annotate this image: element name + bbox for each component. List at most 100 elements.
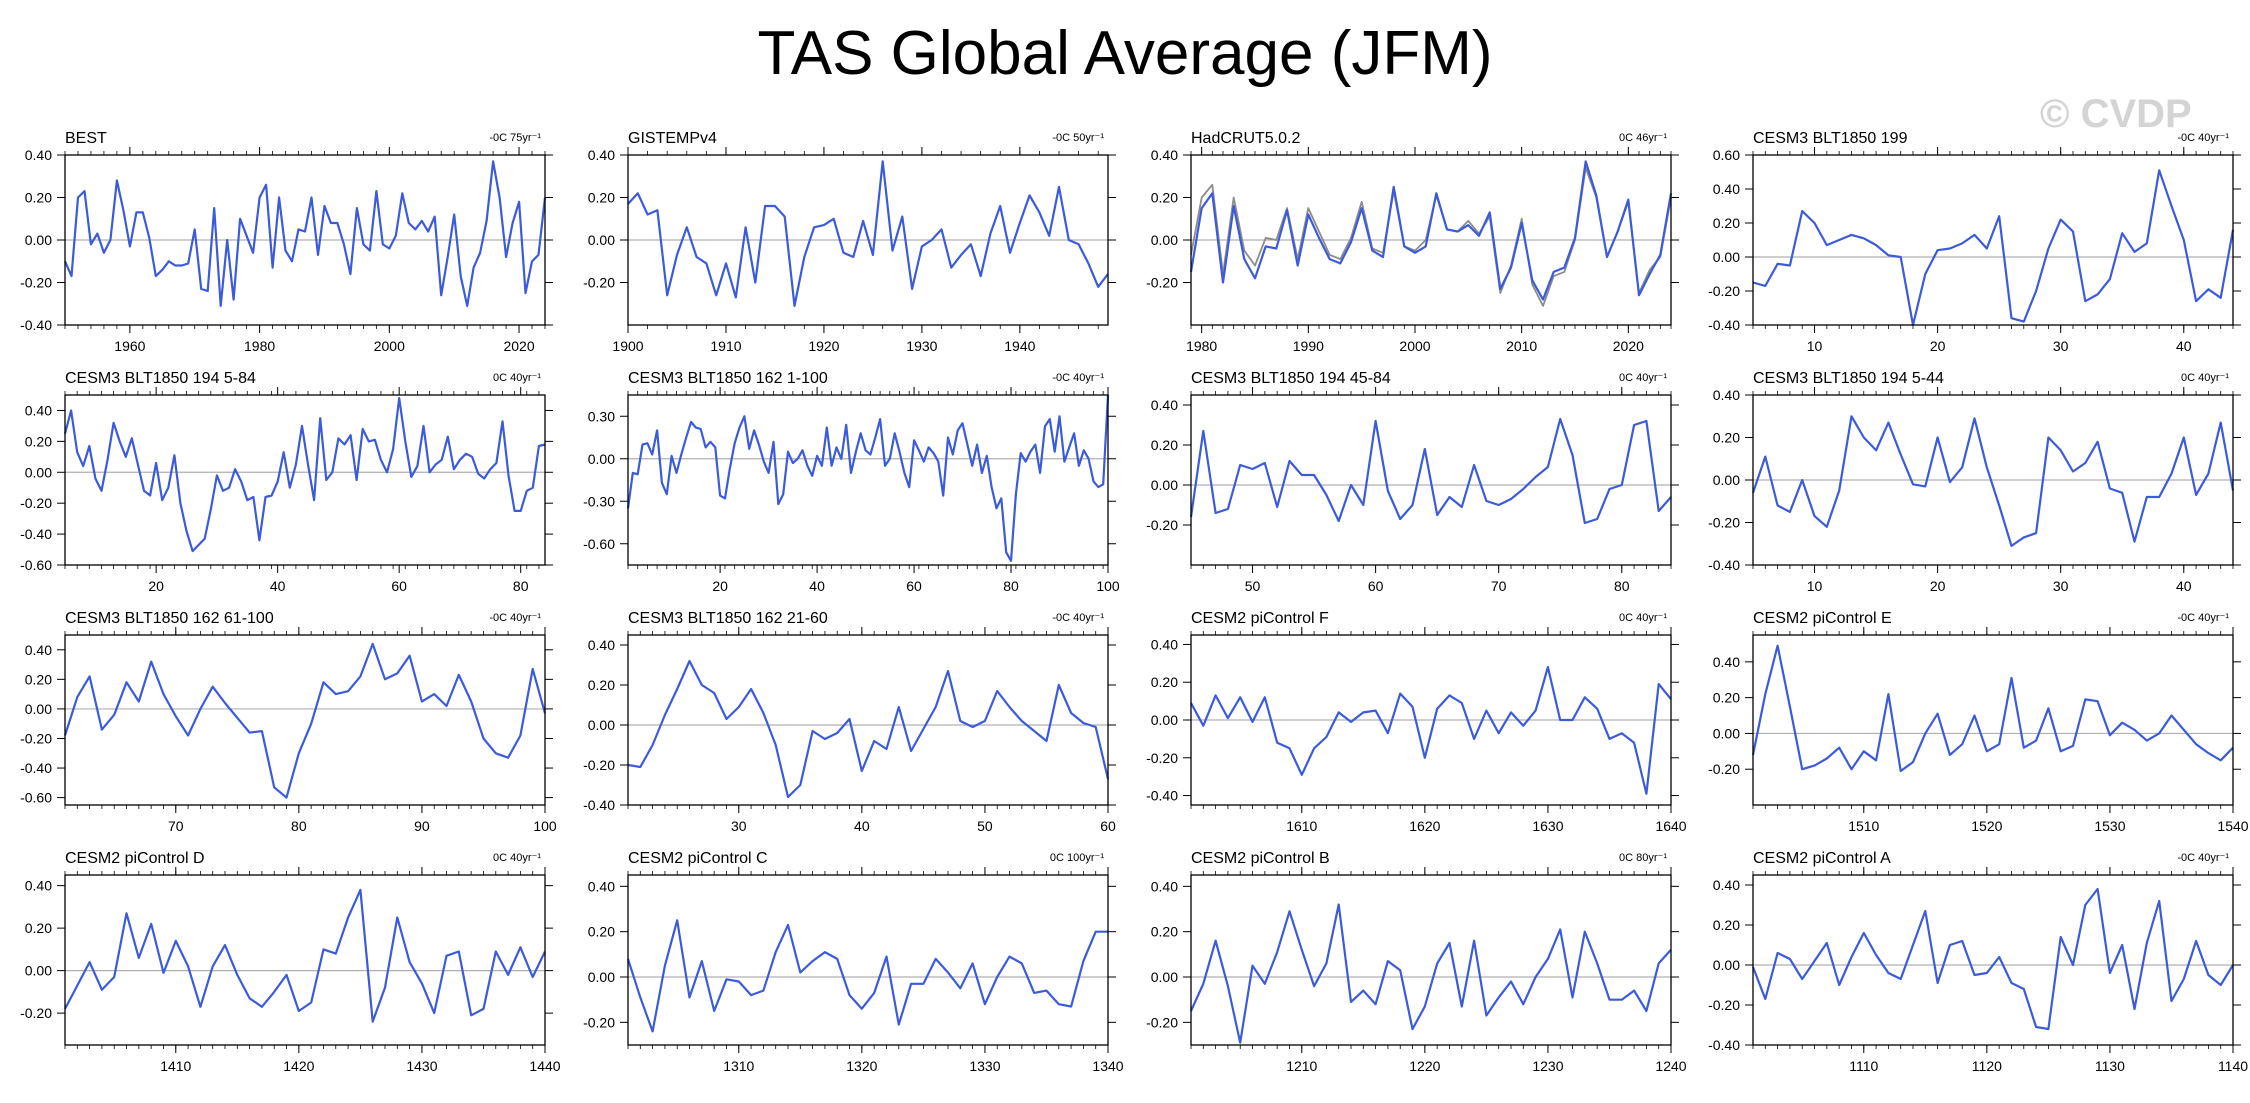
y-tick-label: 0.40 bbox=[1151, 636, 1178, 652]
chart-panel: -0.20 0.00 0.20 0.40 1980 1990 2000 2010 2020 Had… bbox=[1146, 130, 1679, 354]
plot-frame bbox=[627, 154, 1109, 326]
panel-title: CESM3 BLT1850 194 45-84 bbox=[1191, 370, 1391, 387]
panel-title: GISTEMPv4 bbox=[628, 130, 717, 147]
x-tick-label: 1120 bbox=[1972, 1058, 2002, 1074]
y-tick-label: 0.20 bbox=[1151, 924, 1178, 940]
trend-label: -0C 40yr⁻¹ bbox=[489, 612, 541, 624]
chart-panel: -0.20 0.00 0.20 0.40 1310 1320 1330 1340 CESM2 p… bbox=[583, 850, 1124, 1074]
plot-frame bbox=[627, 874, 1109, 1046]
y-tick-label: -0.20 bbox=[1708, 515, 1740, 531]
panel-title: CESM3 BLT1850 162 1-100 bbox=[628, 370, 828, 387]
x-tick-label: 1310 bbox=[723, 1058, 754, 1074]
trend-label: 0C 40yr⁻¹ bbox=[2181, 372, 2229, 384]
trend-label: -0C 40yr⁻¹ bbox=[1052, 372, 1104, 384]
y-tick-label: 0.00 bbox=[1151, 477, 1178, 493]
x-tick-label: 1940 bbox=[1004, 338, 1035, 354]
x-tick-label: 1990 bbox=[1293, 338, 1324, 354]
y-tick-label: 0.40 bbox=[1151, 397, 1178, 413]
y-tick-label: -0.20 bbox=[1146, 750, 1178, 766]
x-tick-label: 50 bbox=[977, 818, 993, 834]
y-tick-label: 0.00 bbox=[588, 717, 615, 733]
y-tick-label: -0.40 bbox=[20, 760, 52, 776]
chart-panel: -0.20 0.00 0.20 0.40 1210 1220 1230 1240 CESM2 p… bbox=[1146, 850, 1687, 1074]
x-tick-label: 10 bbox=[1807, 578, 1823, 594]
x-tick-label: 1140 bbox=[2218, 1058, 2248, 1074]
y-tick-label: 0.20 bbox=[1151, 190, 1178, 206]
y-tick-label: 0.20 bbox=[1713, 430, 1740, 446]
x-tick-label: 20 bbox=[148, 578, 164, 594]
y-tick-label: -0.20 bbox=[20, 275, 52, 291]
series-line bbox=[63, 397, 546, 553]
chart-panel: -0.20 0.00 0.20 0.40 1510 1520 1530 1540 CESM2 p… bbox=[1708, 610, 2249, 834]
x-tick-label: 1430 bbox=[406, 1058, 437, 1074]
y-tick-label: 0.20 bbox=[25, 671, 52, 687]
trend-label: 0C 40yr⁻¹ bbox=[1619, 372, 1667, 384]
plot-frame bbox=[1752, 394, 2234, 566]
panel-title: CESM2 piControl B bbox=[1191, 850, 1330, 867]
y-tick-label: 0.20 bbox=[1713, 917, 1740, 933]
x-tick-label: 1210 bbox=[1286, 1058, 1317, 1074]
chart-panel: -0.40 -0.20 0.00 0.20 0.40 1110 1120 1130 1140 CE… bbox=[1708, 850, 2248, 1074]
plot-frame bbox=[1190, 874, 1672, 1046]
y-tick-label: 0.20 bbox=[1151, 437, 1178, 453]
plot-frame bbox=[1752, 634, 2234, 806]
x-tick-label: 2020 bbox=[1613, 338, 1644, 354]
x-tick-label: 1110 bbox=[1849, 1058, 1878, 1074]
y-tick-label: 0.00 bbox=[588, 451, 615, 467]
series-line bbox=[1752, 169, 2235, 327]
series-line bbox=[626, 919, 1108, 1033]
y-tick-label: 0.00 bbox=[588, 969, 615, 985]
y-tick-label: -0.30 bbox=[583, 493, 615, 509]
y-tick-label: -0.40 bbox=[1708, 557, 1740, 573]
y-tick-label: -0.20 bbox=[1146, 275, 1178, 291]
trend-label: 0C 40yr⁻¹ bbox=[493, 372, 541, 384]
x-tick-label: 40 bbox=[854, 818, 870, 834]
y-tick-label: -0.60 bbox=[583, 536, 615, 552]
plot-frame bbox=[1752, 874, 2234, 1046]
series-line bbox=[64, 888, 546, 1023]
chart-panel: -0.60 -0.40 -0.20 0.00 0.20 0.40 70 80 90 100 CESM… bbox=[20, 610, 557, 834]
x-tick-label: 1980 bbox=[1186, 338, 1217, 354]
x-tick-label: 30 bbox=[2053, 578, 2069, 594]
x-tick-label: 40 bbox=[2176, 338, 2192, 354]
plot-frame bbox=[627, 394, 1109, 566]
series-line bbox=[1190, 665, 1672, 795]
series-line bbox=[1751, 415, 2235, 548]
y-tick-label: 0.40 bbox=[25, 642, 52, 658]
series-line bbox=[627, 160, 1109, 307]
trend-label: -0C 40yr⁻¹ bbox=[1052, 612, 1104, 624]
series-line bbox=[1751, 644, 2234, 773]
series-line bbox=[1751, 887, 2234, 1031]
y-tick-label: -0.20 bbox=[20, 1005, 52, 1021]
x-tick-label: 1240 bbox=[1655, 1058, 1686, 1074]
plot-frame bbox=[627, 634, 1109, 806]
x-tick-label: 1540 bbox=[2217, 818, 2248, 834]
series-line bbox=[1189, 160, 1673, 301]
chart-panel: -0.40 -0.20 0.00 0.20 0.40 0.60 10 20 30 40 CESM3 … bbox=[1708, 130, 2241, 354]
trend-label: 0C 100yr⁻¹ bbox=[1050, 852, 1104, 864]
y-tick-label: 0.40 bbox=[1713, 181, 1740, 197]
y-tick-label: 0.20 bbox=[588, 677, 615, 693]
x-tick-label: 20 bbox=[1930, 578, 1946, 594]
x-tick-label: 1230 bbox=[1532, 1058, 1563, 1074]
y-tick-label: 0.00 bbox=[1151, 232, 1178, 248]
x-tick-label: 60 bbox=[1368, 578, 1384, 594]
x-tick-label: 1530 bbox=[2094, 818, 2125, 834]
y-tick-label: 0.20 bbox=[1713, 690, 1740, 706]
y-tick-label: -0.40 bbox=[583, 797, 615, 813]
x-tick-label: 1930 bbox=[906, 338, 937, 354]
y-tick-label: -0.40 bbox=[1146, 788, 1178, 804]
panel-title: BEST bbox=[65, 130, 107, 147]
x-tick-label: 1330 bbox=[969, 1058, 1000, 1074]
x-tick-label: 1630 bbox=[1532, 818, 1563, 834]
y-tick-label: 0.40 bbox=[588, 878, 615, 894]
y-tick-label: -0.20 bbox=[1708, 761, 1740, 777]
x-tick-label: 1610 bbox=[1286, 818, 1317, 834]
series-line bbox=[627, 659, 1110, 799]
trend-label: -0C 75yr⁻¹ bbox=[489, 132, 541, 144]
trend-label: -0C 40yr⁻¹ bbox=[2177, 132, 2229, 144]
panel-title: CESM2 piControl A bbox=[1753, 850, 1891, 867]
x-tick-label: 1410 bbox=[160, 1058, 191, 1074]
y-tick-label: 0.20 bbox=[25, 433, 52, 449]
y-tick-label: -0.20 bbox=[1708, 997, 1740, 1013]
